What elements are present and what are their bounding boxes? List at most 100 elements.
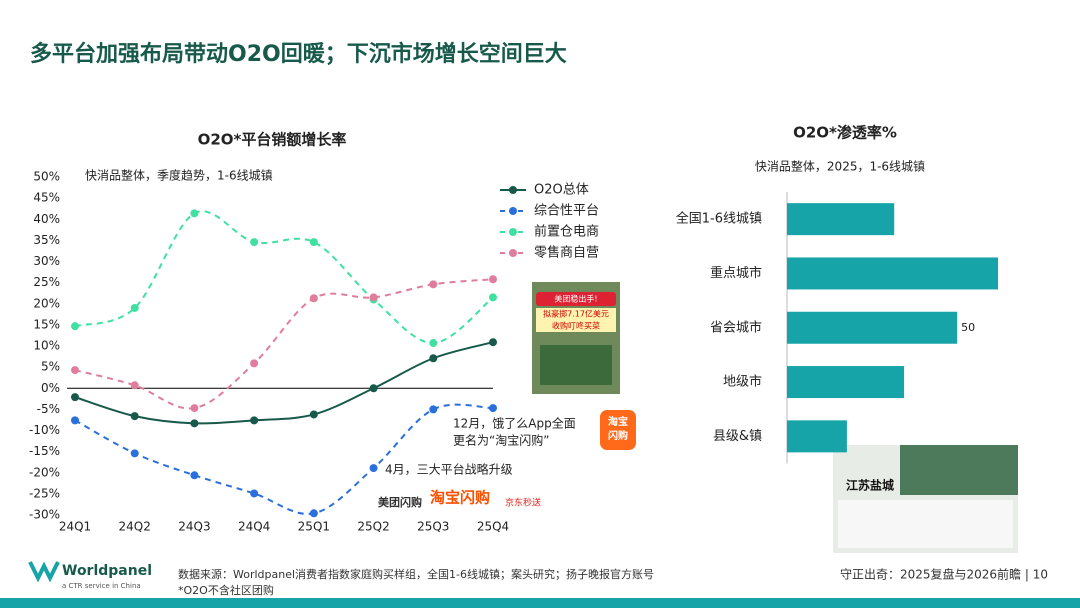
- logo-text: 闪购: [608, 429, 628, 442]
- category-label: 地级市: [723, 374, 762, 390]
- x-tick-label: 25Q2: [357, 520, 389, 534]
- point: [250, 489, 259, 498]
- x-tick-label: 24Q3: [178, 520, 210, 534]
- headline: 收购叮咚买菜: [552, 321, 600, 331]
- y-tick-label: -25%: [29, 486, 60, 500]
- y-tick-label: -20%: [29, 465, 60, 479]
- y-tick-label: 10%: [33, 339, 60, 353]
- brand-logo: [28, 561, 60, 583]
- slide-title: 多平台加强布局带动O2O回暖；下沉市场增长空间巨大: [30, 41, 567, 67]
- x-tick-label: 25Q3: [417, 520, 449, 534]
- headline-bg: [536, 308, 616, 332]
- y-tick-label: 20%: [33, 296, 60, 310]
- y-tick-label: 0%: [41, 381, 60, 395]
- logo-text: 美团闪购: [378, 495, 422, 509]
- point: [309, 509, 318, 518]
- taobao-icon: [600, 410, 636, 450]
- series-line: [74, 210, 494, 345]
- point: [130, 412, 139, 421]
- x-tick-label: 24Q2: [119, 520, 151, 534]
- legend-marker: [509, 207, 517, 215]
- point: [309, 238, 318, 247]
- legend-label: 综合性平台: [534, 204, 599, 219]
- category-label: 县级&镇: [713, 429, 762, 444]
- point: [309, 410, 318, 419]
- legend-label: O2O总体: [534, 183, 589, 198]
- note: *O2O不含社区团购: [178, 583, 274, 597]
- chart-subtitle: 快消品整体，2025，1-6线城镇: [755, 159, 925, 174]
- point: [429, 405, 438, 414]
- point: [489, 338, 497, 347]
- point: [190, 404, 199, 413]
- news-image: 美团稳出手! 拟豪掷7.17亿美元 收购叮咚买菜: [532, 282, 620, 394]
- category-label: 重点城市: [710, 265, 762, 281]
- point: [489, 275, 497, 284]
- chart-subtitle: 快消品整体，季度趋势，1-6线城镇: [85, 168, 273, 183]
- point: [190, 471, 199, 480]
- chart-title: O2O*平台销额增长率: [198, 131, 347, 149]
- point: [250, 359, 259, 368]
- point: [429, 280, 438, 289]
- y-tick-label: -10%: [29, 423, 60, 437]
- chart-title: O2O*渗透率%: [793, 124, 897, 142]
- point: [489, 404, 497, 413]
- x-tick-label: 24Q4: [238, 520, 270, 534]
- headline-bg: [536, 292, 616, 306]
- point: [309, 294, 318, 303]
- legend-label: 前置仓电商: [534, 224, 599, 240]
- x-tick-label: 25Q1: [298, 520, 330, 534]
- series-line: [74, 341, 494, 425]
- footer-band: [0, 598, 1080, 608]
- value-label: 50: [961, 321, 975, 334]
- photo-text: [838, 500, 1013, 548]
- point: [250, 416, 259, 425]
- series-line: [74, 278, 494, 410]
- legend-label: 零售商自营: [534, 245, 599, 261]
- bar: [787, 311, 958, 344]
- x-tick-label: 24Q1: [59, 520, 91, 534]
- photo-detail: [540, 345, 612, 385]
- point: [429, 354, 438, 363]
- point: [250, 238, 259, 247]
- point: [489, 293, 497, 302]
- legend-marker: [509, 228, 517, 236]
- point: [71, 322, 79, 331]
- bar: [787, 420, 847, 453]
- point: [429, 339, 438, 348]
- point: [369, 384, 378, 393]
- bar: [787, 366, 905, 399]
- point: [130, 381, 139, 390]
- city-image: 江苏盐城: [833, 445, 1018, 553]
- bar: [787, 257, 998, 290]
- legend-marker: [509, 249, 517, 257]
- brand: Worldpanel: [62, 563, 152, 579]
- logo-text: 淘宝闪购: [429, 489, 490, 507]
- y-tick-label: 50%: [33, 170, 60, 184]
- page-number: 守正出奇：2025复盘与2026前瞻 | 10: [840, 567, 1048, 582]
- point: [190, 419, 199, 428]
- x-tick-label: 25Q4: [477, 520, 509, 534]
- bar: [787, 203, 895, 236]
- y-tick-label: -5%: [37, 402, 60, 416]
- point: [130, 303, 139, 312]
- annotation: 更名为“淘宝闪购”: [453, 433, 549, 448]
- legend-marker: [509, 186, 517, 194]
- source: 数据来源：Worldpanel消费者指数家庭购买样组，全国1-6线城镇；案头研究…: [178, 567, 654, 581]
- photo-detail: [900, 445, 1018, 495]
- point: [71, 393, 79, 402]
- point: [190, 209, 199, 218]
- point: [369, 293, 378, 302]
- series-line: [74, 403, 494, 515]
- annotation: 12月，饿了么App全面: [453, 416, 576, 431]
- headline: 美团稳出手!: [554, 294, 597, 304]
- photo-caption: 江苏盐城: [846, 478, 894, 493]
- headline: 拟豪掷7.17亿美元: [543, 309, 609, 319]
- y-tick-label: 25%: [33, 275, 60, 289]
- y-tick-label: 5%: [41, 360, 60, 374]
- y-tick-label: -15%: [29, 444, 60, 458]
- point: [130, 449, 139, 458]
- y-tick-label: 45%: [33, 191, 60, 205]
- logo-text: 淘宝: [608, 415, 628, 428]
- y-tick-label: 40%: [33, 212, 60, 226]
